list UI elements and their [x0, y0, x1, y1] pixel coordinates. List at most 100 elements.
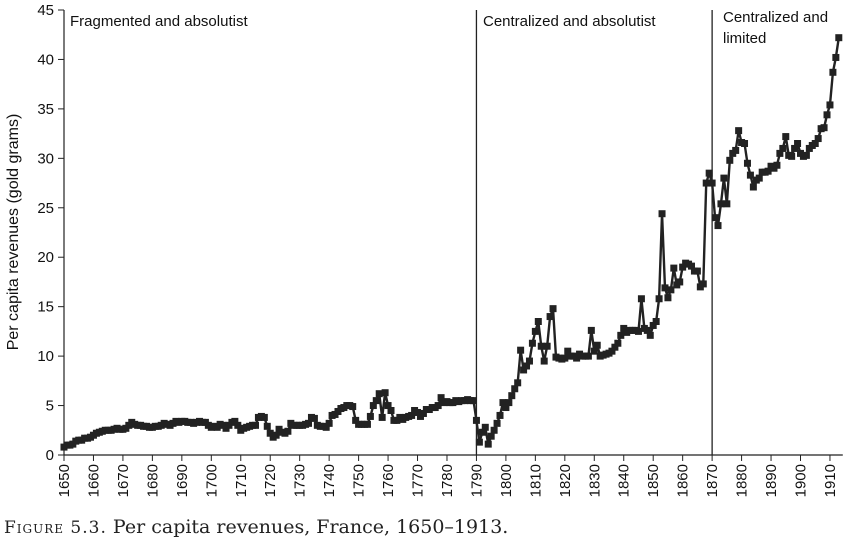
data-point — [499, 399, 507, 407]
data-point — [372, 397, 380, 405]
data-point — [352, 416, 360, 424]
data-point — [520, 366, 528, 374]
y-tick-label: 45 — [37, 2, 54, 19]
y-tick-label: 30 — [37, 150, 54, 167]
data-point — [773, 161, 781, 169]
data-point — [534, 318, 542, 325]
data-point — [375, 390, 383, 398]
y-tick-label: 0 — [46, 447, 54, 464]
data-point — [472, 416, 480, 424]
data-point — [670, 264, 678, 272]
data-point — [349, 403, 357, 411]
data-point — [517, 346, 525, 354]
data-point — [384, 402, 392, 410]
data-point — [741, 140, 749, 147]
data-point — [231, 417, 239, 425]
data-point — [378, 413, 386, 421]
data-point — [687, 262, 695, 270]
data-point — [593, 341, 601, 349]
data-point — [531, 327, 539, 335]
series-line — [63, 37, 840, 449]
data-point — [310, 414, 318, 422]
y-tick-label: 5 — [46, 398, 54, 415]
data-point — [655, 295, 663, 303]
x-tick-label: 1670 — [115, 464, 132, 497]
y-tick-label: 15 — [37, 299, 54, 316]
data-point — [679, 263, 687, 271]
data-point — [434, 402, 442, 410]
data-point — [717, 200, 725, 208]
data-point — [419, 409, 427, 417]
series-revenues — [60, 34, 843, 451]
data-point — [829, 68, 837, 76]
data-point — [620, 324, 628, 332]
data-point — [611, 343, 619, 351]
data-point — [272, 431, 280, 439]
data-point — [832, 53, 840, 61]
y-tick-label: 25 — [37, 200, 54, 217]
x-tick-label: 1880 — [734, 464, 751, 497]
x-tick-label: 1830 — [586, 464, 603, 497]
data-point — [369, 402, 377, 410]
data-point — [726, 156, 734, 164]
data-point — [802, 151, 810, 159]
data-point — [502, 404, 510, 412]
data-point — [608, 347, 616, 355]
data-point — [634, 327, 642, 335]
data-point — [543, 342, 551, 350]
data-point — [764, 167, 772, 175]
caption-label: Figure 5.3. — [4, 518, 107, 538]
data-point — [381, 389, 389, 397]
y-tick-label: 35 — [37, 101, 54, 118]
data-point — [699, 280, 707, 288]
data-point — [667, 286, 675, 294]
data-point — [835, 34, 843, 42]
x-tick-label: 1890 — [763, 464, 780, 497]
x-tick-label: 1750 — [351, 464, 368, 497]
data-point — [514, 379, 522, 387]
y-tick-label: 20 — [37, 249, 54, 266]
data-point — [251, 421, 259, 429]
data-point — [537, 342, 545, 350]
data-point — [363, 420, 371, 428]
data-point — [693, 267, 701, 275]
data-point — [749, 183, 757, 191]
x-axis: 1650 1660 1670 1680 1690 1700 1710 1720 1730 1740… — [56, 454, 843, 497]
data-point — [826, 101, 834, 109]
data-point — [549, 305, 557, 313]
data-point — [776, 149, 784, 157]
data-point — [587, 326, 595, 334]
region-label-3b: limited — [723, 30, 766, 47]
data-point — [284, 427, 292, 435]
figure-caption: Figure 5.3. Per capita revenues, France,… — [4, 516, 508, 538]
x-tick-label: 1740 — [321, 464, 338, 497]
data-point — [322, 423, 330, 431]
data-point — [720, 174, 728, 182]
data-point — [794, 140, 802, 147]
data-point — [702, 179, 710, 187]
data-point — [493, 419, 501, 427]
data-point — [732, 146, 740, 154]
region-label-2: Centralized and absolutist — [483, 13, 656, 30]
data-point — [487, 432, 495, 440]
data-point — [540, 357, 548, 365]
data-point — [490, 426, 498, 434]
x-tick-label: 1710 — [233, 464, 250, 497]
data-point — [505, 399, 513, 407]
data-point — [658, 210, 666, 218]
data-point — [646, 331, 654, 339]
data-point — [528, 339, 536, 347]
data-point — [469, 397, 477, 405]
x-tick-label: 1690 — [174, 464, 191, 497]
data-point — [723, 200, 731, 208]
data-point — [782, 133, 790, 141]
x-tick-label: 1660 — [85, 464, 102, 497]
y-axis-label: Per capita revenues (gold grams) — [5, 114, 22, 351]
x-tick-label: 1820 — [557, 464, 574, 497]
data-point — [478, 428, 486, 436]
data-point — [743, 159, 751, 167]
x-tick-label: 1850 — [645, 464, 662, 497]
data-point — [387, 407, 395, 414]
data-point — [266, 429, 274, 437]
